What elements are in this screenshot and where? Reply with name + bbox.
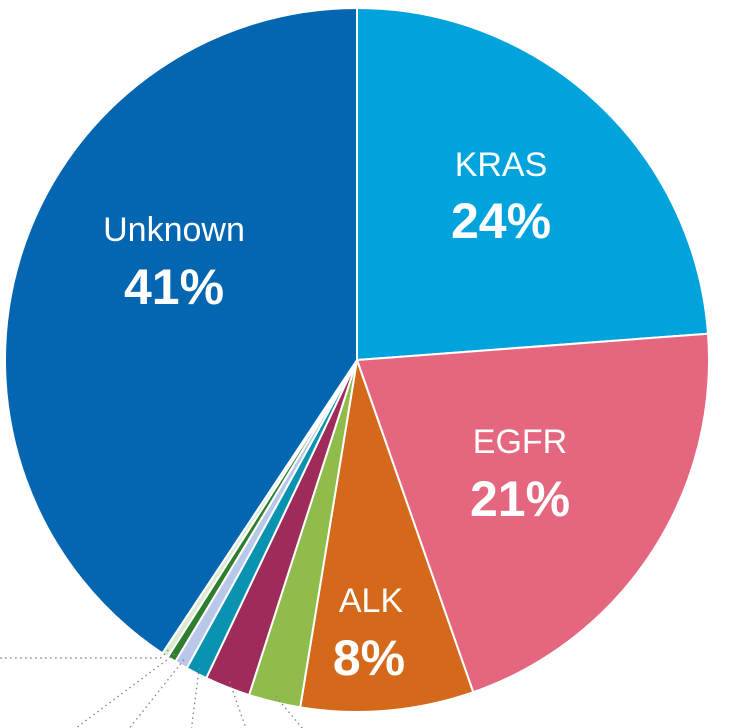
leader-line-4 xyxy=(74,653,176,728)
slice-label-alk: ALK xyxy=(339,582,404,620)
slice-value-egfr: 21% xyxy=(470,471,570,527)
slice-value-kras: 24% xyxy=(451,193,551,249)
slice-value-unknown: 41% xyxy=(124,259,224,315)
pie-slices xyxy=(4,7,710,714)
slice-value-alk: 8% xyxy=(333,630,405,686)
pie-slice-egfr xyxy=(356,332,710,694)
leader-line-5 xyxy=(0,649,169,659)
pie-slice-kras xyxy=(356,7,710,361)
leader-line-3 xyxy=(128,659,185,728)
slice-label-kras: KRAS xyxy=(455,146,548,184)
leader-line-1 xyxy=(228,681,247,728)
leader-line-2 xyxy=(190,667,200,728)
pie-slice-unknown xyxy=(4,7,358,655)
slice-labels: KRAS 24% EGFR 21% ALK 8% Unknown 41% xyxy=(103,146,570,686)
slice-label-unknown: Unknown xyxy=(103,211,245,249)
slice-label-egfr: EGFR xyxy=(473,423,567,461)
